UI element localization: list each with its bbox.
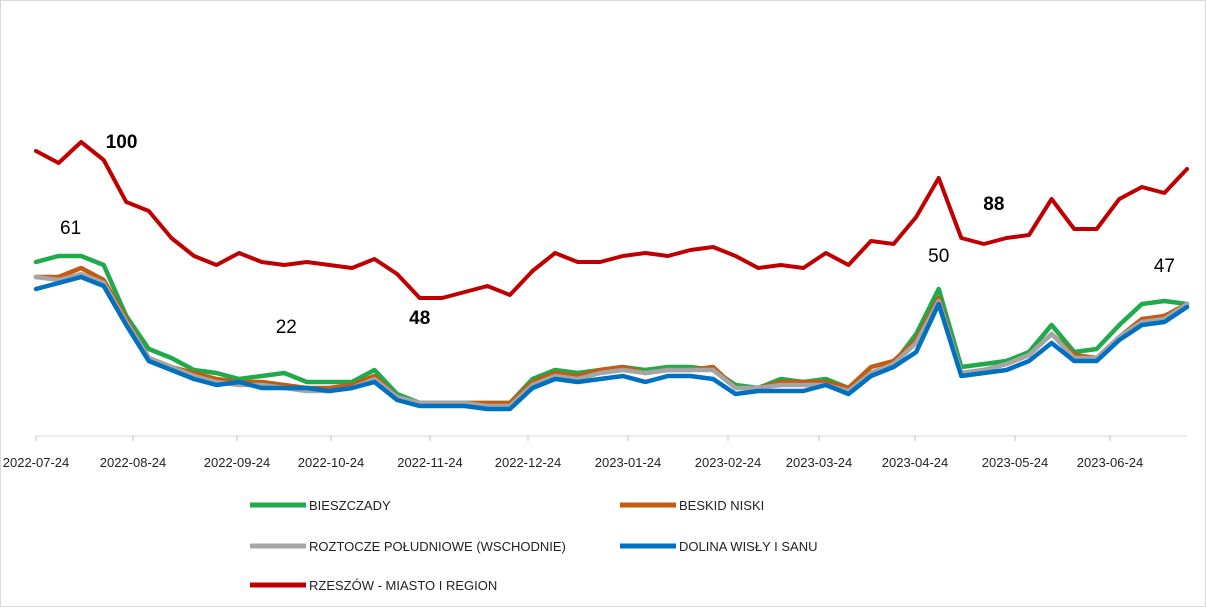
data-labels: 100 48 88 61 22 50 47 — [60, 132, 1175, 338]
legend-item: DOLINA WISŁY I SANU — [620, 539, 817, 554]
legend-item: RZESZÓW - MIASTO I REGION — [250, 578, 497, 593]
legend: BIESZCZADY BESKID NISKI ROZTOCZE POŁUDNIOW… — [250, 498, 817, 593]
data-label: 48 — [409, 308, 430, 329]
x-tick-label: 2023-03-24 — [786, 455, 853, 470]
data-label: 100 — [106, 132, 138, 153]
data-label: 61 — [60, 218, 81, 239]
series-line-4 — [34, 140, 1189, 300]
x-tick-label: 2022-09-24 — [204, 455, 271, 470]
x-axis: 2022-07-24 2022-08-24 2022-09-24 2022-10-24… — [3, 435, 1187, 470]
legend-label: RZESZÓW - MIASTO I REGION — [309, 578, 497, 593]
legend-label: BIESZCZADY — [309, 498, 391, 513]
data-label: 47 — [1154, 256, 1175, 277]
legend-label: DOLINA WISŁY I SANU — [679, 539, 817, 554]
legend-item: BIESZCZADY — [250, 498, 391, 513]
series-line-2 — [33, 271, 1190, 409]
x-tick-label: 2023-02-24 — [695, 455, 762, 470]
x-tick-label: 2023-06-24 — [1077, 455, 1144, 470]
x-tick-label: 2022-08-24 — [100, 455, 167, 470]
x-tick-label: 2023-01-24 — [595, 455, 662, 470]
legend-label: BESKID NISKI — [679, 498, 764, 513]
data-label: 22 — [276, 317, 297, 338]
legend-label: ROZTOCZE POŁUDNIOWE (WSCHODNIE) — [309, 539, 566, 554]
legend-item: ROZTOCZE POŁUDNIOWE (WSCHODNIE) — [250, 539, 566, 554]
series-line-3 — [33, 274, 1190, 412]
data-label: 88 — [983, 194, 1004, 215]
x-tick-label: 2023-04-24 — [882, 455, 949, 470]
x-tick-label: 2023-05-24 — [982, 455, 1049, 470]
x-tick-label: 2022-10-24 — [298, 455, 365, 470]
legend-item: BESKID NISKI — [620, 498, 764, 513]
data-label: 50 — [928, 246, 949, 267]
x-tick-label: 2022-12-24 — [495, 455, 562, 470]
x-tick-label: 2022-07-24 — [3, 455, 70, 470]
series-lines — [33, 140, 1190, 412]
x-tick-label: 2022-11-24 — [397, 455, 463, 470]
